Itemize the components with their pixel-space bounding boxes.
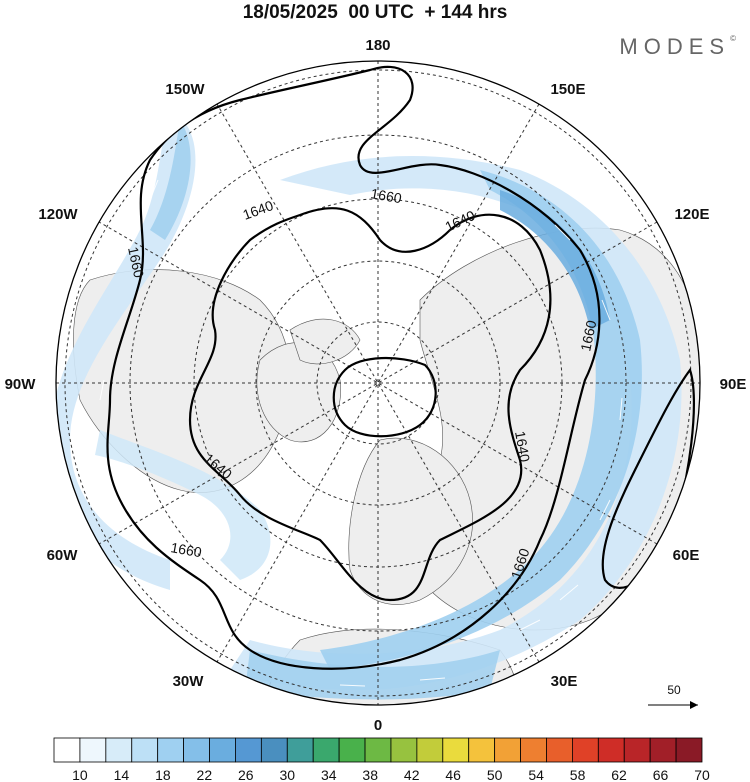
colorbar-swatch: [79, 737, 107, 763]
colorbar-swatch: [649, 737, 677, 763]
contour-1660: [106, 65, 601, 670]
wind-vector: [339, 684, 366, 687]
lon-label-30e: 30E: [551, 673, 578, 690]
jet-atlantic: [245, 650, 500, 700]
lon-label-120w: 120W: [38, 206, 78, 223]
lon-label-30w: 30W: [173, 673, 205, 690]
colorbar-swatch: [494, 737, 521, 763]
europe-landmass: [348, 437, 473, 605]
colorbar-swatch: [390, 737, 418, 763]
colorbar-swatch: [312, 737, 340, 763]
lon-label-150w: 150W: [165, 81, 205, 98]
colorbar-tick-label: 50: [487, 767, 503, 782]
contour-label: 1660: [577, 319, 599, 353]
contour-label: 1660: [169, 539, 203, 560]
jet-core-east: [320, 170, 642, 670]
arctic-islands: [289, 318, 361, 365]
colorbar-tick-label: 58: [570, 767, 586, 782]
lon-label-150e: 150E: [550, 81, 585, 98]
colorbar-swatch: [546, 737, 573, 763]
contour-1660-east: [601, 367, 696, 589]
wind-vector: [419, 677, 446, 681]
latitude-circle-80: [316, 321, 440, 445]
colorbar-tick-label: 70: [694, 767, 710, 782]
wind-vector: [149, 179, 159, 201]
colorbar-tick-label: 38: [362, 767, 378, 782]
contour-label: 1660: [369, 185, 403, 206]
meridian-60e-120w: [98, 221, 658, 545]
reference-vector: 50: [648, 683, 698, 709]
colorbar-tick-label: 46: [445, 767, 461, 782]
contour-label: 1660: [125, 245, 147, 279]
wind-vector: [554, 224, 571, 241]
contour-1640: [188, 207, 552, 602]
colorbar-swatch: [597, 737, 625, 763]
colorbar-tick-label: 18: [155, 767, 171, 782]
lon-label-60e: 60E: [673, 547, 700, 564]
colorbar-swatch: [131, 737, 159, 763]
colorbar-swatch: [286, 737, 314, 763]
colorbar-tick-label: 14: [114, 767, 130, 782]
colorbar-swatch: [157, 737, 184, 763]
colorbar-swatch: [468, 737, 496, 763]
colorbar-swatch: [53, 737, 81, 763]
modes-logo: MODES©: [619, 34, 736, 59]
colorbar-swatch: [675, 737, 703, 763]
longitude-labels: 180 150E 120E 90E 60E 30E 0 30W 60W 90W …: [5, 37, 747, 734]
wind-vector: [599, 499, 611, 521]
lon-label-120e: 120E: [674, 206, 709, 223]
reference-vector-label: 50: [667, 683, 681, 697]
colorbar-tick-label: 34: [321, 767, 337, 782]
colorbar-swatch: [209, 737, 236, 763]
colorbar-tick-label: 62: [611, 767, 627, 782]
wind-vector: [601, 299, 611, 321]
lon-label-60w: 60W: [47, 547, 79, 564]
contour-label: 1640: [512, 430, 533, 464]
contour-1640-polar: [332, 357, 437, 438]
wind-vector: [619, 397, 623, 421]
colorbar-swatch: [235, 737, 262, 763]
colorbar-tick-label: 10: [72, 767, 88, 782]
meridian-30e-150w: [216, 103, 540, 663]
wind-vector: [559, 584, 579, 601]
lon-label-90e: 90E: [720, 376, 747, 393]
meridian-150e-30w: [216, 103, 540, 663]
arrow-head-icon: [690, 701, 698, 709]
wind-vectors: [99, 179, 623, 687]
map-title: 18/05/2025 00 UTC + 144 hrs: [242, 2, 508, 23]
colorbar-ticks: 10 14 18 22 26 30 34 38 42 46 50 54 58 62 66 70: [72, 767, 710, 782]
colorbar-swatch: [623, 737, 651, 763]
colorbar-swatch: [105, 737, 133, 763]
contours: [106, 65, 696, 670]
colorbar-tick-label: 30: [279, 767, 295, 782]
wind-vector: [519, 619, 541, 631]
colorbar-swatch: [442, 737, 470, 763]
colorbar-tick-label: 66: [653, 767, 669, 782]
colorbar-tick-label: 26: [238, 767, 254, 782]
colorbar-tick-label: 42: [404, 767, 420, 782]
lon-label-0: 0: [374, 717, 382, 734]
map-disc: [56, 61, 700, 705]
colorbar-swatch: [364, 737, 392, 763]
lon-label-90w: 90W: [5, 376, 37, 393]
map-border: [55, 60, 701, 706]
colorbar: [53, 737, 703, 763]
wind-shading: [56, 110, 682, 700]
colorbar-swatch: [572, 737, 599, 763]
colorbar-tick-label: 54: [528, 767, 544, 782]
colorbar-swatch: [260, 737, 288, 763]
meridian-120e-60w: [98, 221, 658, 545]
latitude-circle-40: [64, 69, 692, 697]
jet-core-strong: [500, 190, 610, 330]
colorbar-swatch: [416, 737, 444, 763]
colorbar-tick-label: 22: [197, 767, 213, 782]
colorbar-swatch: [520, 737, 547, 763]
colorbar-swatch: [183, 737, 210, 763]
jet-atlantic-north: [95, 430, 271, 580]
colorbar-swatch: [338, 737, 366, 763]
jet-america-core: [150, 120, 191, 240]
wind-vector: [99, 379, 105, 401]
lon-label-180: 180: [365, 37, 390, 54]
